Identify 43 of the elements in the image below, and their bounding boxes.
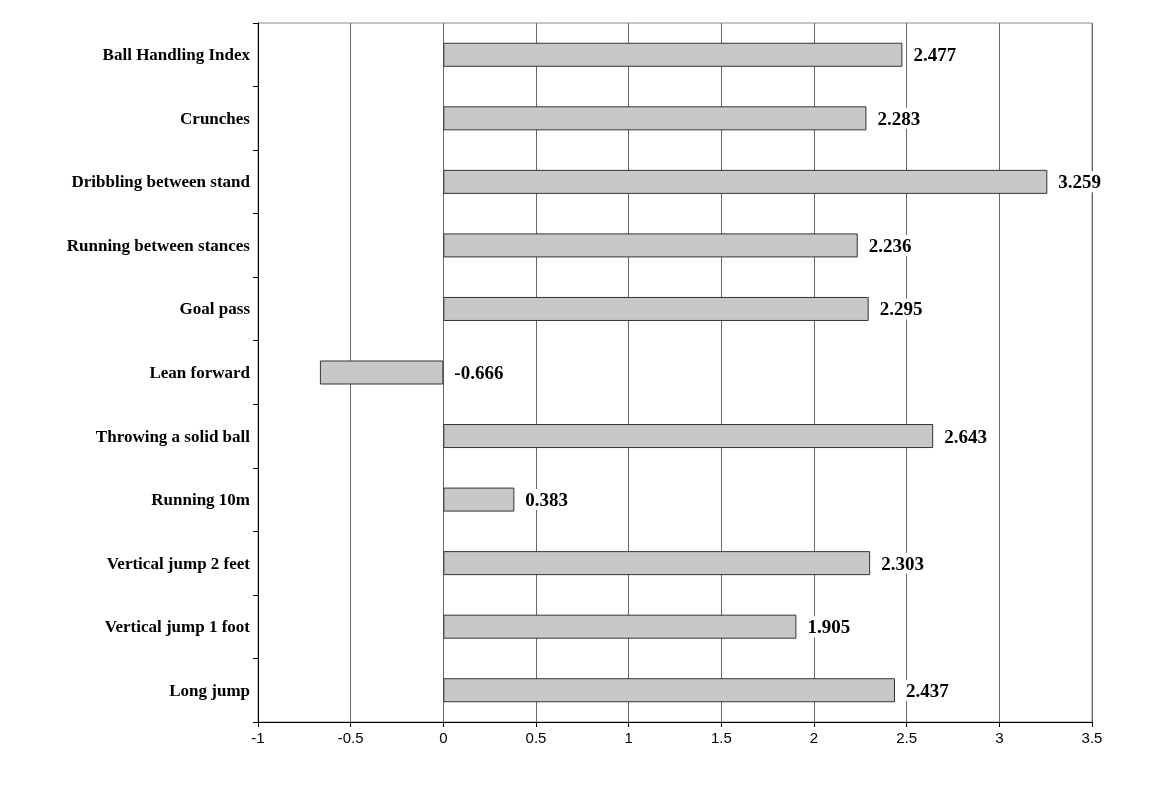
x-tick-label: 3	[995, 729, 1004, 746]
bar	[319, 360, 444, 385]
x-tick-label: -1	[251, 729, 265, 746]
x-tick-label: 3.5	[1081, 729, 1103, 746]
data-label: 3.259	[1058, 171, 1102, 193]
x-tick-label: 0	[439, 729, 448, 746]
x-tick-label: 2	[809, 729, 819, 746]
data-label: 2.295	[879, 298, 923, 320]
bar	[443, 614, 797, 639]
y-tick-label: Throwing a solid ball	[95, 426, 251, 446]
bar	[443, 551, 871, 576]
y-tick-label: Crunches	[180, 108, 251, 128]
bar	[443, 106, 867, 131]
y-tick-label: Goal pass	[179, 299, 251, 319]
x-tick-label: 1	[624, 729, 633, 746]
bar	[443, 169, 1048, 194]
y-tick-label: Running 10m	[151, 490, 250, 510]
data-label: 2.643	[944, 425, 987, 447]
x-tick-label: 0.5	[525, 729, 547, 746]
data-label: 1.905	[807, 616, 851, 638]
bar	[443, 296, 869, 321]
bar	[443, 233, 858, 258]
data-label: 2.437	[905, 679, 950, 701]
x-tick-label: 2.5	[896, 729, 918, 746]
y-tick-label: Ball Handling Index	[102, 45, 251, 65]
data-label: 2.477	[913, 44, 957, 66]
bar	[443, 424, 934, 449]
data-label: -0.666	[454, 362, 504, 383]
bar	[443, 678, 895, 703]
y-tick-label: Vertical jump 1 foot	[104, 617, 251, 637]
data-label: 2.236	[868, 234, 912, 256]
y-tick-label: Dribbling between stand	[71, 172, 251, 192]
data-label: 2.303	[881, 552, 924, 574]
y-tick-label: Running between stances	[66, 235, 251, 255]
y-tick-label: Long jump	[169, 680, 250, 700]
data-label: 2.283	[877, 107, 921, 129]
x-tick-label: 1.5	[710, 729, 732, 746]
x-tick-label: -0.5	[337, 729, 364, 746]
y-tick-label: Lean forward	[149, 363, 251, 382]
bar	[443, 42, 903, 67]
data-label: 0.383	[525, 489, 569, 511]
bar	[443, 487, 515, 512]
y-tick-label: Vertical jump 2 feet	[106, 553, 251, 573]
